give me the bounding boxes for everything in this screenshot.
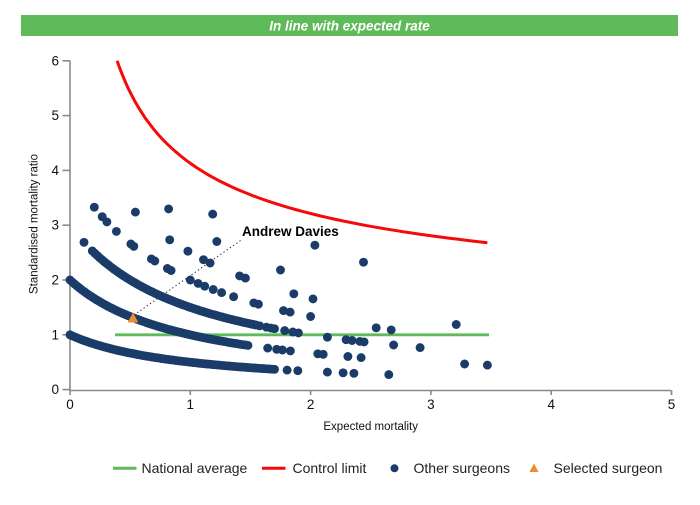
svg-text:Standardised mortality ratio: Standardised mortality ratio <box>29 154 41 294</box>
svg-text:Control limit: Control limit <box>293 460 367 476</box>
svg-text:5: 5 <box>51 108 59 123</box>
svg-text:3: 3 <box>427 397 435 412</box>
svg-text:3: 3 <box>51 218 59 233</box>
svg-text:1: 1 <box>51 327 59 342</box>
svg-text:0: 0 <box>51 382 59 397</box>
svg-text:5: 5 <box>668 397 676 412</box>
svg-text:4: 4 <box>547 397 555 412</box>
svg-text:2: 2 <box>307 397 315 412</box>
svg-text:0: 0 <box>66 397 74 412</box>
svg-text:Andrew Davies: Andrew Davies <box>242 224 339 239</box>
svg-text:Other surgeons: Other surgeons <box>414 460 511 476</box>
svg-text:In line with expected rate: In line with expected rate <box>269 19 430 34</box>
svg-text:Selected surgeon: Selected surgeon <box>554 460 663 476</box>
svg-text:4: 4 <box>51 163 59 178</box>
svg-text:National average: National average <box>142 460 248 476</box>
svg-text:1: 1 <box>187 397 195 412</box>
svg-text:6: 6 <box>51 53 59 68</box>
svg-text:Expected mortality: Expected mortality <box>323 421 418 433</box>
svg-text:2: 2 <box>51 273 59 288</box>
